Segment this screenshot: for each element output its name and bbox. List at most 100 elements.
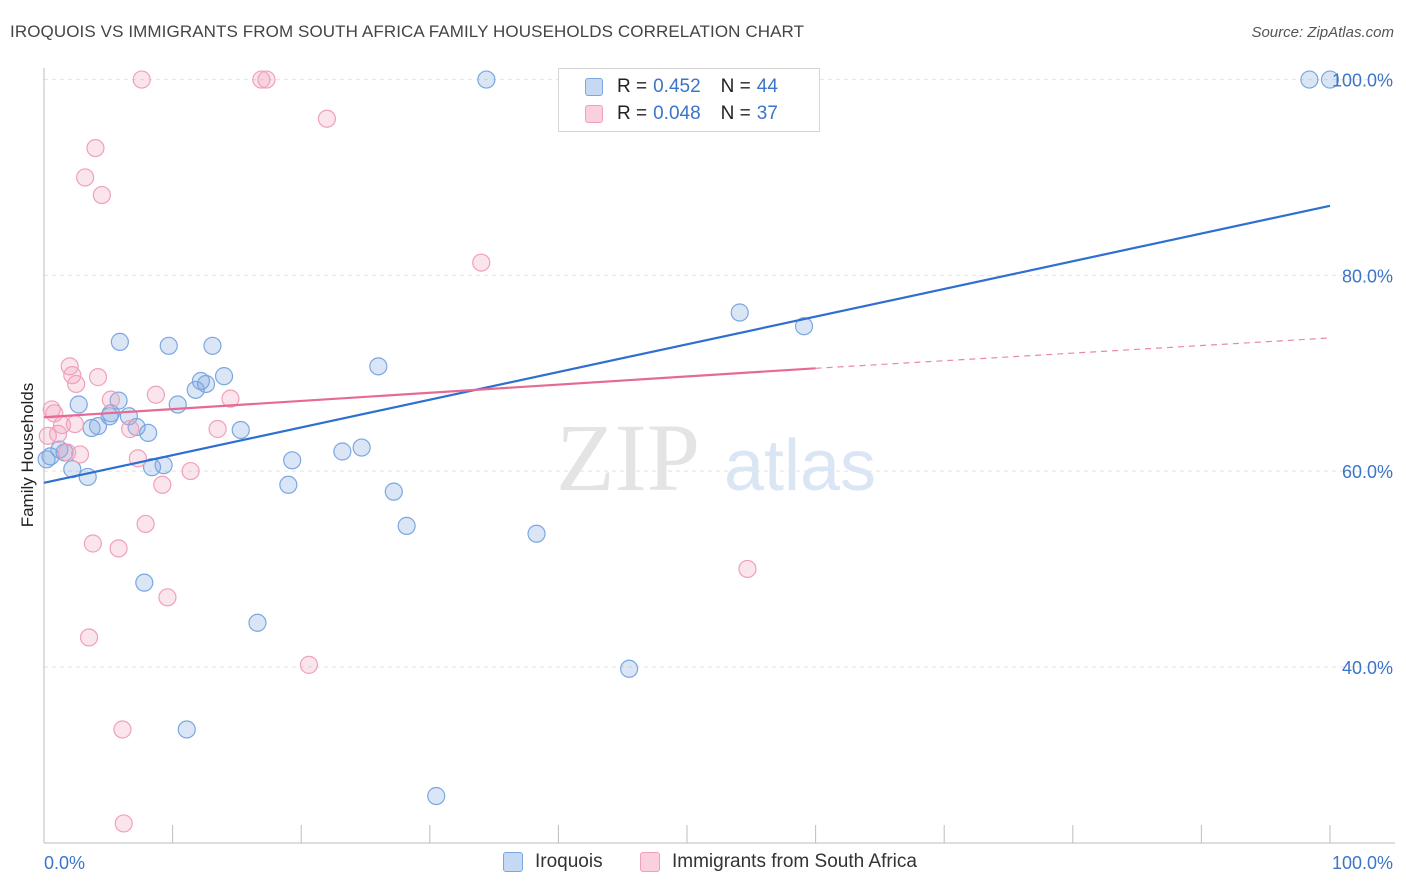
- point-iroquois: [159, 336, 178, 355]
- legend-row-south-africa: R = 0.048 N = 37: [585, 102, 778, 126]
- point-iroquois: [369, 357, 388, 376]
- y-tick-label: 80.0%: [1342, 266, 1393, 286]
- y-tick-label: 40.0%: [1342, 658, 1393, 678]
- legend-label-iroquois: Iroquois: [535, 851, 603, 872]
- point-iroquois: [214, 367, 234, 386]
- point-iroquois: [109, 391, 128, 410]
- legend-r-value: 0.048: [653, 103, 701, 124]
- point-iroquois: [139, 423, 158, 443]
- point-south-africa: [101, 390, 120, 409]
- point-iroquois: [203, 336, 222, 355]
- trend-line-south-africa-extension: [815, 337, 1331, 369]
- point-iroquois: [1320, 70, 1340, 89]
- tick-labels: 40.0% 60.0% 80.0% 100.0% 0.0% 100.0%: [44, 71, 1393, 873]
- point-south-africa: [65, 414, 84, 434]
- point-south-africa: [132, 70, 151, 89]
- point-iroquois: [352, 438, 371, 457]
- point-iroquois: [127, 417, 146, 437]
- watermark: ZIP atlas: [556, 404, 876, 511]
- point-south-africa: [146, 385, 165, 404]
- point-iroquois: [177, 720, 196, 739]
- axes: [43, 68, 1395, 844]
- legend-swatch-south-africa: [640, 852, 660, 872]
- point-iroquois: [279, 475, 298, 494]
- point-south-africa: [114, 814, 133, 833]
- point-south-africa: [738, 559, 757, 579]
- data-points: [37, 70, 1340, 833]
- chart-title: IROQUOIS VS IMMIGRANTS FROM SOUTH AFRICA…: [10, 22, 805, 41]
- point-south-africa: [88, 368, 108, 387]
- trend-lines: [43, 204, 1331, 484]
- point-iroquois: [620, 659, 639, 678]
- point-iroquois: [110, 332, 129, 351]
- point-south-africa: [208, 419, 227, 439]
- y-tick-label: 100.0%: [1332, 71, 1393, 91]
- point-iroquois: [41, 447, 60, 466]
- y-tick-label: 60.0%: [1342, 462, 1393, 482]
- legend-n-label: N =: [720, 103, 751, 124]
- watermark-zip: ZIP: [556, 404, 700, 511]
- point-south-africa: [252, 70, 271, 89]
- point-iroquois: [168, 395, 187, 414]
- point-south-africa: [63, 366, 82, 385]
- trend-line-south-africa: [43, 367, 816, 419]
- correlation-legend: R = 0.452 N = 44 R = 0.048 N = 37: [558, 68, 820, 132]
- point-iroquois: [477, 70, 496, 89]
- series-legend: Iroquois Immigrants from South Africa: [0, 851, 1406, 877]
- point-south-africa: [472, 253, 491, 272]
- legend-n-label: N =: [720, 76, 751, 97]
- point-iroquois: [186, 380, 205, 399]
- point-iroquois: [82, 418, 101, 438]
- x-tick-label: 100.0%: [1332, 853, 1393, 873]
- legend-swatch-iroquois: [503, 852, 523, 872]
- point-iroquois: [191, 371, 210, 391]
- point-south-africa: [136, 514, 155, 534]
- legend-row-iroquois: R = 0.452 N = 44: [585, 75, 778, 99]
- point-iroquois: [527, 524, 546, 543]
- point-iroquois: [794, 317, 814, 336]
- watermark-atlas: atlas: [724, 426, 876, 506]
- point-south-africa: [257, 70, 276, 89]
- point-iroquois: [1300, 70, 1319, 89]
- point-south-africa: [49, 424, 68, 443]
- point-iroquois: [333, 442, 352, 461]
- point-south-africa: [109, 539, 128, 558]
- source-label: Source: ZipAtlas.com: [1251, 24, 1394, 41]
- legend-r-value: 0.452: [653, 76, 701, 97]
- legend-r-label: R =: [617, 103, 648, 124]
- point-iroquois: [384, 482, 403, 501]
- point-south-africa: [83, 534, 102, 553]
- point-iroquois: [231, 420, 250, 440]
- point-south-africa: [121, 419, 140, 439]
- point-iroquois: [196, 374, 216, 394]
- legend-swatch-south-africa: [585, 105, 603, 123]
- point-south-africa: [67, 374, 86, 394]
- point-south-africa: [79, 628, 99, 647]
- point-iroquois: [135, 573, 154, 592]
- point-south-africa: [317, 109, 337, 128]
- point-south-africa: [153, 475, 172, 494]
- point-south-africa: [299, 655, 319, 674]
- point-south-africa: [181, 461, 200, 481]
- point-south-africa: [113, 720, 132, 739]
- legend-item-iroquois: Iroquois: [503, 851, 603, 873]
- x-tick-label: 0.0%: [44, 853, 85, 873]
- legend-swatch-iroquois: [585, 78, 603, 96]
- point-iroquois: [283, 451, 302, 470]
- point-iroquois: [88, 416, 108, 436]
- legend-label-south-africa: Immigrants from South Africa: [672, 851, 917, 872]
- point-iroquois: [427, 786, 446, 806]
- grid-lines: [44, 79, 1395, 668]
- point-south-africa: [221, 389, 240, 408]
- legend-r-label: R =: [617, 76, 648, 97]
- point-iroquois: [730, 303, 749, 322]
- legend-n-value: 44: [756, 76, 778, 97]
- point-south-africa: [158, 588, 177, 607]
- point-iroquois: [248, 613, 267, 632]
- point-iroquois: [397, 516, 416, 535]
- point-south-africa: [70, 445, 90, 464]
- legend-item-south-africa: Immigrants from South Africa: [640, 851, 917, 873]
- point-south-africa: [76, 168, 95, 187]
- legend-n-value: 37: [756, 103, 778, 124]
